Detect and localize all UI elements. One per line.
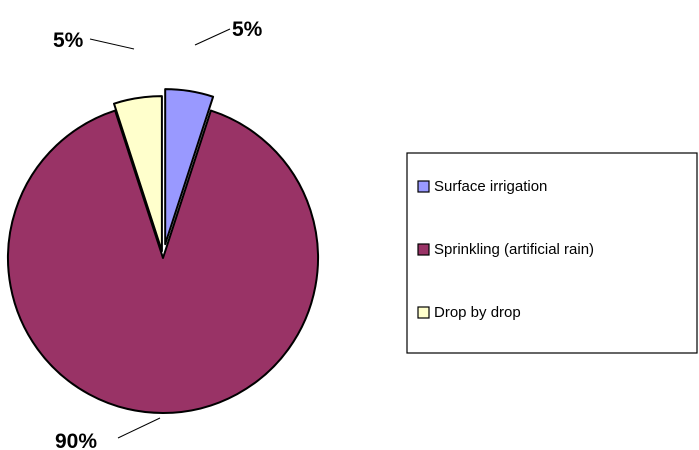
label-leader-lines bbox=[89, 28, 231, 439]
legend-box bbox=[406, 152, 698, 354]
legend-swatch-drop-by-drop bbox=[417, 306, 430, 319]
data-labels: 5% 90% 5% bbox=[53, 18, 263, 450]
legend-label-surface-irrigation: Surface irrigation bbox=[434, 178, 547, 195]
pie-slices bbox=[7, 88, 319, 414]
leader-line-surface-irrigation bbox=[194, 28, 231, 46]
pie-slice-sprinkling bbox=[7, 109, 319, 414]
pie-slice-surface-irrigation bbox=[164, 88, 215, 246]
leader-line-sprinkling bbox=[117, 417, 161, 439]
pie-slice-drop-by-drop bbox=[113, 95, 163, 253]
legend-label-sprinkling: Sprinkling (artificial rain) bbox=[434, 241, 594, 258]
data-label-drop-by-drop: 5% bbox=[53, 29, 84, 52]
data-label-surface-irrigation: 5% bbox=[232, 18, 263, 41]
legend-items: Surface irrigation Sprinkling (artificial… bbox=[417, 178, 594, 321]
legend-swatch-sprinkling bbox=[417, 243, 430, 256]
data-label-sprinkling: 90% bbox=[55, 430, 97, 450]
legend-label-drop-by-drop: Drop by drop bbox=[434, 304, 521, 321]
legend-swatch-surface-irrigation bbox=[417, 180, 430, 193]
leader-line-drop-by-drop bbox=[89, 38, 135, 50]
legend: Surface irrigation Sprinkling (artificial… bbox=[406, 152, 698, 354]
